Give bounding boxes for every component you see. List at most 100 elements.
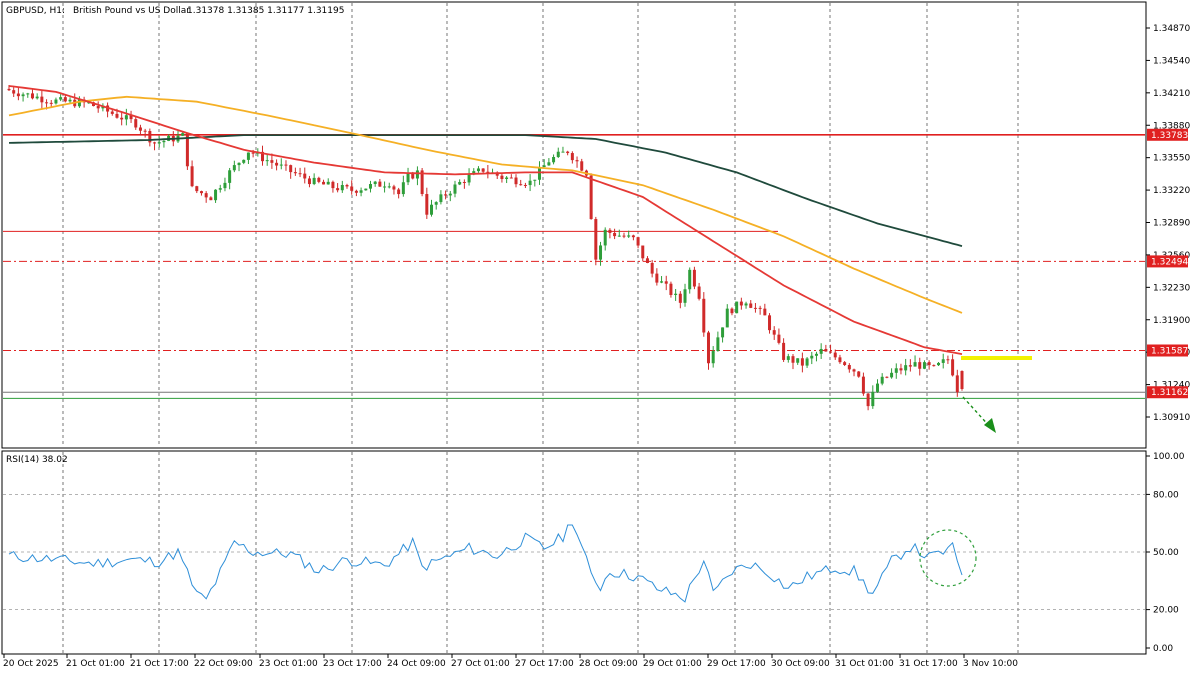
candle-body <box>721 327 725 338</box>
candle-body <box>336 188 340 191</box>
candle-body <box>918 362 922 369</box>
candle-body <box>401 182 405 195</box>
candle-body <box>843 362 847 366</box>
candle-body <box>190 166 194 187</box>
candle-body <box>68 99 72 102</box>
time-axis-label: 3 Nov 10:00 <box>963 659 1018 669</box>
candle-body <box>951 359 955 376</box>
candle-body <box>838 357 842 363</box>
candle-body <box>636 237 640 246</box>
candle-body <box>284 164 288 166</box>
candle-body <box>561 151 565 153</box>
rsi-axis-label: 20.00 <box>1153 606 1179 616</box>
grid-layer <box>3 3 1145 653</box>
candle-body <box>195 186 199 192</box>
candle-body <box>730 308 734 314</box>
candle-body <box>735 301 739 314</box>
candle-body <box>566 151 570 154</box>
candle-body <box>312 177 316 185</box>
candle-body <box>129 115 133 120</box>
candle-body <box>627 235 631 237</box>
candle-body <box>904 365 908 371</box>
candle-body <box>927 362 931 366</box>
price-tag-cur <box>1147 386 1188 399</box>
candle-body <box>26 93 30 95</box>
candle-body <box>265 160 269 162</box>
candle-body <box>434 202 438 205</box>
candle-body <box>678 293 682 303</box>
candle-body <box>354 190 358 193</box>
price-tag-label: 1.31587 <box>1151 346 1188 356</box>
forecast-arrow <box>962 396 996 433</box>
time-axis-label: 23 Oct 17:00 <box>323 659 382 669</box>
candle-body <box>777 334 781 343</box>
candle-body <box>331 181 335 189</box>
rsi-line <box>8 524 963 603</box>
candle-body <box>645 258 649 263</box>
candle-body <box>340 185 344 191</box>
candle-body <box>153 142 157 144</box>
candle-body <box>631 235 635 238</box>
candle-body <box>537 167 541 180</box>
candle-body <box>758 307 762 309</box>
candle-body <box>458 181 462 185</box>
candle-body <box>448 193 452 196</box>
candle-body <box>861 376 865 394</box>
candle-body <box>35 96 39 99</box>
time-axis-label: 29 Oct 17:00 <box>707 659 766 669</box>
time-axis-label: 23 Oct 01:00 <box>259 659 318 669</box>
candle-body <box>655 273 659 283</box>
candle-body <box>162 140 166 143</box>
level-layer <box>3 133 1145 399</box>
price-axis-label: 1.34540 <box>1153 56 1190 66</box>
candle-body <box>293 172 297 174</box>
candle-body <box>528 180 532 186</box>
candle-body <box>603 229 607 246</box>
candle-body <box>946 359 950 361</box>
candle-body <box>960 371 964 390</box>
moving-averages-layer <box>8 85 963 355</box>
candle-body <box>725 308 729 328</box>
candle-body <box>406 173 410 183</box>
candle-body <box>40 96 44 103</box>
candle-body <box>246 152 250 160</box>
candle-body <box>800 358 804 366</box>
candle-body <box>303 173 307 179</box>
price-axis-label: 1.34210 <box>1153 89 1190 99</box>
candle-body <box>472 171 476 175</box>
price-tag-res1 <box>1147 128 1188 141</box>
candle-body <box>542 165 546 168</box>
rsi-label: RSI(14) 38.02 <box>6 455 68 465</box>
price-axis-label: 1.30910 <box>1153 413 1190 423</box>
candle-body <box>833 352 837 358</box>
candle-body <box>378 181 382 187</box>
candle-body <box>810 355 814 359</box>
candle-body <box>885 376 889 378</box>
time-axis-label: 24 Oct 09:00 <box>387 659 446 669</box>
candle-body <box>453 184 457 194</box>
rsi-axis-label: 0.00 <box>1153 644 1173 654</box>
candle-body <box>16 93 20 97</box>
forecast-arrow-head <box>984 418 996 433</box>
candle-body <box>237 162 241 166</box>
candle-body <box>688 269 692 290</box>
ema-fast-line <box>8 85 963 355</box>
candle-body <box>857 371 861 377</box>
candle-body <box>594 219 598 260</box>
candle-body <box>392 186 396 190</box>
candle-body <box>716 337 720 352</box>
candle-body <box>641 245 645 259</box>
candle-body <box>589 175 593 220</box>
candle-body <box>223 182 227 189</box>
candle-body <box>228 170 232 183</box>
candle-body <box>124 115 128 120</box>
candle-body <box>317 177 321 182</box>
candle-body <box>49 102 53 104</box>
candle-body <box>500 175 504 180</box>
price-axis-label: 1.34870 <box>1153 24 1190 34</box>
candle-body <box>932 365 936 367</box>
candle-body <box>185 133 189 167</box>
